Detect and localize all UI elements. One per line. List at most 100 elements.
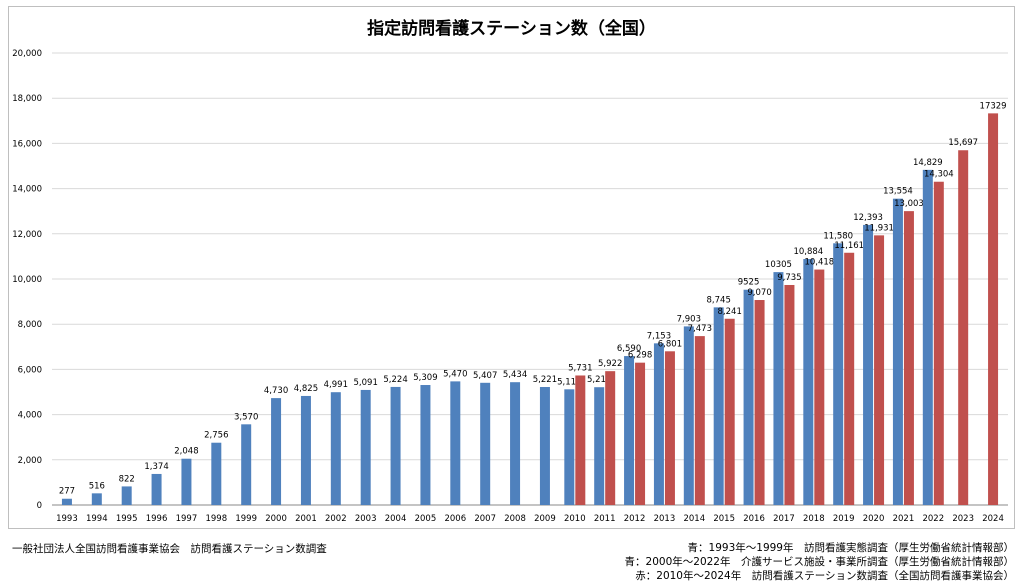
- red-bar: [933, 181, 944, 505]
- blue-data-label: 8,745: [707, 295, 731, 305]
- blue-data-label: 4,991: [324, 380, 348, 390]
- blue-bar: [624, 356, 635, 505]
- red-bar: [784, 284, 795, 505]
- red-data-label: 6,801: [658, 339, 682, 349]
- blue-bar: [653, 343, 664, 505]
- blue-data-label: 5,119: [557, 377, 581, 387]
- x-tick-label: 2007: [474, 514, 496, 524]
- blue-bar: [450, 381, 461, 505]
- blue-data-label: 5,091: [354, 378, 378, 388]
- y-tick-label: 18,000: [12, 94, 42, 104]
- blue-bar: [121, 486, 132, 505]
- y-tick-label: 4,000: [18, 411, 42, 421]
- x-tick-label: 2006: [444, 514, 466, 524]
- red-data-label: 14,304: [924, 170, 954, 180]
- x-tick-label: 2009: [534, 514, 556, 524]
- red-data-label: 13,003: [894, 199, 924, 209]
- red-data-label: 10,418: [804, 258, 834, 268]
- blue-bar: [211, 442, 222, 505]
- red-bar: [903, 211, 914, 505]
- x-tick-label: 2015: [713, 514, 735, 524]
- x-tick-label: 2011: [594, 514, 616, 524]
- y-tick-label: 20,000: [12, 49, 42, 59]
- red-bar: [575, 375, 586, 505]
- blue-bar: [390, 386, 401, 505]
- blue-bar: [300, 395, 311, 505]
- x-tick-label: 2000: [265, 514, 287, 524]
- blue-bar: [743, 289, 754, 505]
- y-tick-label: 0: [37, 501, 42, 511]
- blue-data-label: 2,048: [174, 447, 198, 457]
- note-red-2010: 赤：2010年～2024年 訪問看護ステーション数調査（全国訪問看護事業協会）: [635, 570, 1014, 582]
- x-tick-label: 1997: [176, 514, 198, 524]
- x-tick-label: 2016: [743, 514, 765, 524]
- y-tick-label: 16,000: [12, 139, 42, 149]
- red-data-label: 5,922: [598, 359, 622, 369]
- y-tick-label: 6,000: [18, 365, 42, 375]
- x-tick-label: 1998: [205, 514, 227, 524]
- blue-data-label: 5,434: [503, 370, 527, 380]
- y-tick-label: 12,000: [12, 230, 42, 240]
- y-tick-label: 8,000: [18, 320, 42, 330]
- red-bar: [988, 113, 999, 506]
- red-bar: [664, 351, 675, 505]
- blue-data-label: 516: [89, 481, 105, 491]
- x-tick-label: 2023: [952, 514, 974, 524]
- x-tick-label: 1999: [235, 514, 257, 524]
- y-tick-label: 14,000: [12, 185, 42, 195]
- x-tick-label: 2022: [922, 514, 944, 524]
- blue-bar: [892, 198, 903, 505]
- blue-data-label: 5,407: [473, 371, 497, 381]
- blue-data-label: 822: [119, 474, 135, 484]
- red-data-label: 6,298: [628, 351, 652, 361]
- red-bar: [844, 252, 855, 505]
- red-data-label: 9,735: [777, 273, 801, 283]
- x-tick-label: 1994: [86, 514, 108, 524]
- blue-data-label: 10,884: [793, 247, 823, 257]
- red-bar: [814, 269, 825, 505]
- blue-data-label: 1,374: [144, 462, 168, 472]
- blue-bar: [922, 169, 933, 505]
- red-data-label: 17329: [980, 101, 1007, 111]
- chart-title: 指定訪問看護ステーション数（全国）: [367, 19, 656, 39]
- x-tick-label: 2019: [833, 514, 855, 524]
- x-tick-label: 2004: [385, 514, 407, 524]
- blue-data-label: 5,224: [383, 375, 407, 385]
- blue-data-label: 5,470: [443, 369, 467, 379]
- red-data-label: 5,731: [568, 363, 592, 373]
- blue-bar: [241, 424, 252, 505]
- red-bar: [958, 150, 969, 505]
- x-tick-label: 2008: [504, 514, 526, 524]
- blue-data-label: 5,212: [587, 375, 611, 385]
- red-bar: [605, 371, 616, 505]
- blue-bar: [61, 498, 72, 505]
- x-tick-label: 2020: [863, 514, 885, 524]
- blue-data-label: 6,590: [617, 344, 641, 354]
- red-bar: [635, 362, 646, 505]
- blue-data-label: 5,309: [413, 373, 437, 383]
- x-tick-label: 1995: [116, 514, 138, 524]
- blue-data-label: 3,570: [234, 412, 258, 422]
- blue-bar: [91, 493, 102, 505]
- x-tick-label: 2010: [564, 514, 586, 524]
- blue-data-label: 2,756: [204, 431, 228, 441]
- blue-data-label: 14,829: [913, 158, 943, 168]
- blue-bar: [510, 382, 521, 505]
- x-tick-label: 2003: [355, 514, 377, 524]
- y-tick-label: 2,000: [18, 456, 42, 466]
- blue-bar: [539, 387, 550, 505]
- x-tick-label: 2014: [683, 514, 705, 524]
- blue-data-label: 12,393: [853, 213, 883, 223]
- x-tick-label: 2001: [295, 514, 317, 524]
- blue-bar: [594, 387, 605, 505]
- x-tick-label: 2017: [773, 514, 795, 524]
- blue-bar: [420, 385, 431, 505]
- red-data-label: 15,697: [948, 138, 978, 148]
- blue-data-label: 10305: [765, 260, 792, 270]
- red-bar: [724, 318, 735, 505]
- blue-data-label: 9525: [738, 278, 760, 288]
- blue-bar: [803, 259, 814, 505]
- red-data-label: 8,241: [718, 307, 742, 317]
- blue-bar: [863, 224, 874, 505]
- red-data-label: 9,070: [747, 288, 771, 298]
